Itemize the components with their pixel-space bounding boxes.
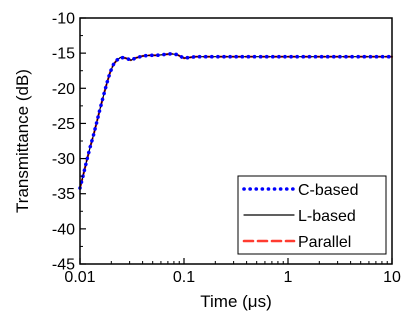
series-line-parallel [78, 52, 394, 190]
x-tick-label: 1 [284, 269, 293, 286]
y-tick-label: -35 [52, 186, 75, 203]
plot-lines [78, 51, 394, 190]
x-tick-label: 0.1 [173, 269, 195, 286]
y-axis-ticks: -45 -40 -35 -30 -25 -20 -15 -10 [52, 11, 86, 274]
y-axis-title: Transmittance (dB) [13, 69, 32, 213]
legend-label: Parallel [298, 234, 351, 251]
series-line-c-based [78, 51, 394, 190]
y-tick-label: -20 [52, 81, 75, 98]
legend-label: L-based [298, 208, 356, 225]
x-axis-title: Time (μs) [200, 292, 272, 311]
y-tick-label: -30 [52, 151, 75, 168]
legend: C-based L-based Parallel [237, 175, 387, 255]
y-tick-label: -25 [52, 116, 75, 133]
y-tick-label: -15 [52, 46, 75, 63]
y-tick-label: -10 [52, 11, 75, 28]
y-tick-label: -40 [52, 221, 75, 238]
legend-label: C-based [298, 182, 358, 199]
y-tick-label: -45 [52, 257, 75, 274]
x-tick-label: 10 [383, 269, 401, 286]
series-line-l-based [79, 53, 393, 189]
x-tick-label: 0.01 [64, 269, 95, 286]
x-axis-ticks: 0.01 0.1 1 10 [64, 258, 401, 286]
